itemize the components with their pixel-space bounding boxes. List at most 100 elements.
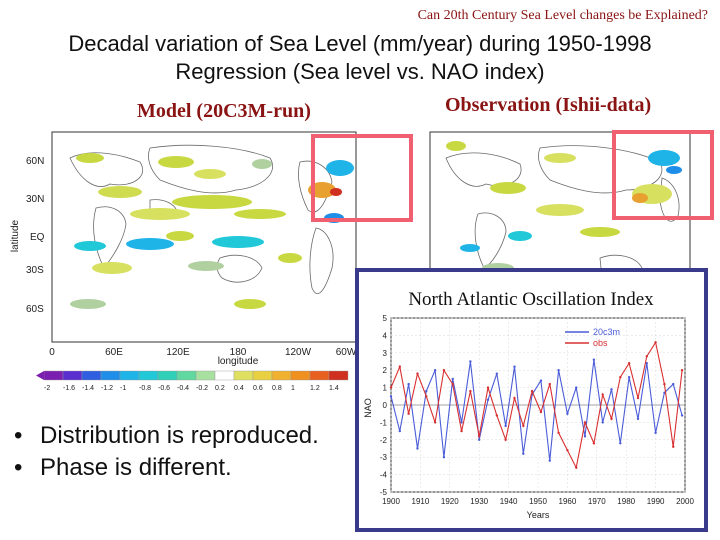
nao-legend: 20c3m obs bbox=[565, 327, 620, 348]
bullet-text: Phase is different. bbox=[40, 454, 232, 481]
colorbar: -2 -1.6 -1.4 -1.2 -1 -0.8 -0.6 -0.4 -0.2 0.2 0.4 0.… bbox=[36, 370, 349, 392]
nao-y-tick: 1 bbox=[383, 384, 388, 393]
nao-point-20c3m bbox=[610, 388, 613, 391]
nao-point-obs bbox=[680, 369, 684, 372]
nao-series-line-20c3m bbox=[390, 359, 683, 461]
nao-point-20c3m bbox=[425, 389, 428, 393]
nao-point-obs bbox=[460, 429, 463, 433]
nao-point-obs bbox=[654, 341, 657, 344]
nao-x-tick: 1940 bbox=[500, 497, 518, 506]
bullet-item: • Distribution is reproduced. bbox=[14, 420, 344, 452]
nao-point-20c3m bbox=[451, 377, 454, 381]
nao-series bbox=[389, 340, 684, 470]
nao-axes: -5 -4 -3 -2 -1 0 1 2 3 4 5 1900 1910 1920 1930 1940 1950… bbox=[380, 314, 695, 506]
nao-point-20c3m bbox=[495, 372, 499, 375]
nao-point-20c3m bbox=[680, 414, 684, 417]
nao-x-tick: 1930 bbox=[470, 497, 488, 506]
lat-tick: EQ bbox=[30, 232, 45, 243]
colorbar-swatch bbox=[62, 370, 83, 381]
nao-point-20c3m bbox=[416, 447, 419, 450]
bullet-list: • Distribution is reproduced. • Phase is… bbox=[14, 420, 344, 484]
nao-point-20c3m bbox=[478, 438, 481, 441]
nao-point-obs bbox=[486, 386, 490, 389]
nao-point-20c3m bbox=[389, 395, 393, 398]
nao-point-20c3m bbox=[460, 421, 463, 424]
obs-panel-label: Observation (Ishii-data) bbox=[442, 94, 655, 117]
model-panel-label: Model (20C3M-run) bbox=[134, 100, 314, 123]
nao-x-tick: 1970 bbox=[588, 497, 606, 506]
nao-point-obs bbox=[645, 355, 648, 358]
legend-label-obs: obs bbox=[593, 338, 608, 348]
colorbar-label: -0.2 bbox=[196, 385, 208, 392]
nao-point-obs bbox=[566, 449, 569, 452]
colorbar-label: 0.8 bbox=[272, 385, 282, 392]
nao-point-obs bbox=[478, 435, 481, 438]
slide-title: Decadal variation of Sea Level (mm/year)… bbox=[0, 30, 720, 86]
nao-x-tick: 2000 bbox=[676, 497, 694, 506]
title-line-2: Regression (Sea level vs. NAO index) bbox=[175, 59, 545, 84]
top-note: Can 20th Century Sea Level changes be Ex… bbox=[417, 8, 708, 23]
nao-y-tick: 2 bbox=[383, 366, 388, 375]
lat-tick: 30N bbox=[26, 194, 44, 205]
colorbar-swatch bbox=[328, 370, 349, 381]
colorbar-swatch bbox=[271, 370, 292, 381]
model-coastlines bbox=[69, 144, 334, 294]
nao-point-obs bbox=[442, 369, 446, 372]
nao-point-obs bbox=[495, 414, 499, 417]
lon-tick: 120E bbox=[166, 347, 190, 358]
nao-point-obs bbox=[663, 382, 666, 386]
colorbar-swatch bbox=[233, 370, 254, 381]
nao-point-20c3m bbox=[469, 360, 472, 363]
nao-point-obs bbox=[619, 375, 622, 379]
nao-point-obs bbox=[407, 412, 410, 415]
colorbar-label: -2 bbox=[44, 385, 50, 392]
latitude-title: latitude bbox=[10, 219, 21, 252]
colorbar-label: -0.4 bbox=[177, 385, 189, 392]
nao-point-20c3m bbox=[504, 424, 507, 428]
lat-tick: 60S bbox=[26, 304, 44, 315]
colorbar-swatch bbox=[290, 370, 311, 381]
nao-point-obs bbox=[539, 410, 543, 414]
longitude-title: longitude bbox=[218, 356, 259, 367]
nao-point-20c3m bbox=[433, 369, 437, 372]
colorbar-label: 1 bbox=[291, 385, 295, 392]
nao-x-tick: 1920 bbox=[441, 497, 459, 506]
lon-tick: 60E bbox=[105, 347, 123, 358]
colorbar-label: -0.6 bbox=[158, 385, 170, 392]
nao-x-tick: 1910 bbox=[412, 497, 430, 506]
nao-point-20c3m bbox=[486, 398, 490, 401]
nao-point-obs bbox=[389, 386, 393, 389]
nao-point-obs bbox=[610, 417, 613, 421]
nao-point-20c3m bbox=[636, 417, 640, 421]
nao-point-20c3m bbox=[566, 412, 569, 415]
nao-y-tick: -3 bbox=[380, 453, 388, 462]
nao-point-obs bbox=[575, 466, 578, 469]
colorbar-label: 1.4 bbox=[329, 385, 339, 392]
colorbar-swatch bbox=[157, 370, 178, 381]
obs-anomaly-patches bbox=[446, 141, 682, 273]
lon-tick: 0 bbox=[49, 347, 55, 358]
colorbar-label: -0.8 bbox=[139, 385, 151, 392]
colorbar-swatch bbox=[214, 370, 235, 381]
nao-point-20c3m bbox=[627, 375, 631, 379]
nao-title: North Atlantic Oscillation Index bbox=[408, 289, 654, 310]
nao-chart: -5 -4 -3 -2 -1 0 1 2 3 4 5 1900 1910 1920 1930 1940 1950… bbox=[363, 314, 695, 520]
colorbar-left-arrow-icon bbox=[36, 371, 44, 380]
nao-point-obs bbox=[522, 424, 525, 428]
nao-x-tick: 1980 bbox=[617, 497, 635, 506]
nao-point-20c3m bbox=[548, 459, 551, 462]
nao-point-obs bbox=[416, 372, 419, 375]
lon-tick: 180 bbox=[230, 347, 247, 358]
nao-y-tick: -4 bbox=[380, 471, 388, 480]
nao-point-20c3m bbox=[442, 456, 446, 459]
nao-point-obs bbox=[451, 382, 454, 386]
nao-x-tick: 1950 bbox=[529, 497, 547, 506]
nao-point-20c3m bbox=[654, 431, 657, 435]
colorbar-swatch bbox=[252, 370, 273, 381]
bullet-dot-icon: • bbox=[14, 454, 23, 481]
nao-point-20c3m bbox=[513, 365, 516, 368]
colorbar-label: -1.4 bbox=[82, 385, 94, 392]
colorbar-swatch bbox=[119, 370, 140, 381]
nao-y-tick: -1 bbox=[380, 418, 388, 427]
lon-tick: 60W bbox=[336, 347, 357, 358]
